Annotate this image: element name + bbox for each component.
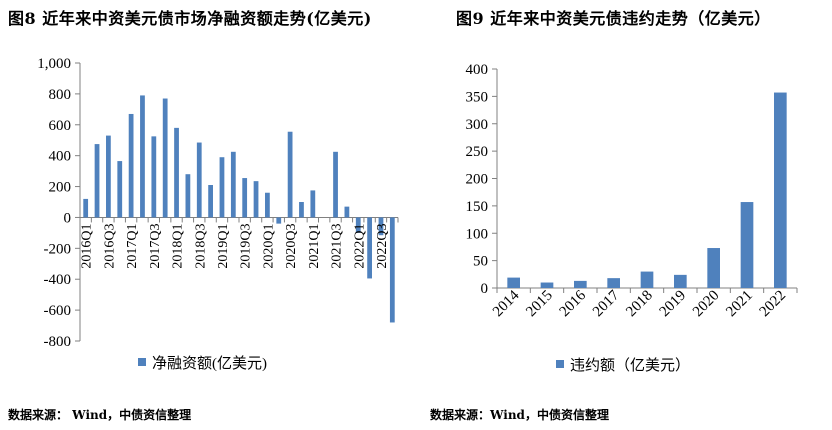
bar-2020Q3 xyxy=(287,131,293,218)
x-tick-label: 2017Q1 xyxy=(125,223,140,268)
y-tick-label: -600 xyxy=(44,303,72,319)
net-financing-chart: 1,000 800 600 400 200 0 -200 -400 -600 -800 2016Q1… xyxy=(37,56,399,372)
x-tick-label: 2016 xyxy=(557,287,590,320)
x-tick-label: 2021 xyxy=(723,288,756,321)
x-tick-label: 2022Q1 xyxy=(352,223,367,268)
bar-2022 xyxy=(774,92,787,288)
y-tick-label: 200 xyxy=(49,180,72,196)
bar-2016Q1 xyxy=(83,198,89,218)
bar-2020 xyxy=(707,248,720,288)
bar-2017Q2 xyxy=(140,95,145,218)
bar-2021 xyxy=(740,202,754,288)
bar-2016Q2 xyxy=(94,144,100,218)
bar-2021Q3 xyxy=(333,151,338,218)
x-tick-label: 2021Q1 xyxy=(307,223,322,268)
bar-2019Q1 xyxy=(219,157,225,218)
y-tick-label: 100 xyxy=(466,226,489,242)
bar-2020Q2 xyxy=(276,217,282,224)
x-tick-label: 2017 xyxy=(590,287,623,320)
bar-2018Q3 xyxy=(196,142,202,218)
data-source-right: 数据来源：Wind，中债资信整理 xyxy=(430,408,609,422)
bar-2018 xyxy=(640,271,654,288)
bar-2021Q1 xyxy=(310,190,316,218)
bar-2017 xyxy=(607,278,620,288)
y-tick-label: -800 xyxy=(44,334,72,350)
bar-2017Q3 xyxy=(151,136,157,218)
bar-2017Q1 xyxy=(128,113,134,218)
data-source-left: 数据来源： Wind，中债资信整理 xyxy=(8,408,192,422)
chart-title-net-financing: 图8 近年来中资美元债市场净融资额走势(亿美元) xyxy=(8,9,372,28)
bar-2016Q3 xyxy=(106,135,111,218)
legend-label: 净融资额(亿美元) xyxy=(152,355,267,372)
y-tick-label: 1,000 xyxy=(37,56,71,72)
x-tick-label: 2014 xyxy=(490,287,523,320)
y-tick-label: 150 xyxy=(466,199,489,215)
y-tick-label: 400 xyxy=(49,149,72,165)
y-tick-label: -200 xyxy=(44,241,72,257)
y-tick-label: 400 xyxy=(466,62,489,78)
y-tick-label: 300 xyxy=(466,117,489,133)
bar-2018Q1 xyxy=(174,127,179,218)
bar-2020Q4 xyxy=(299,202,304,218)
legend-swatch xyxy=(138,358,146,366)
y-tick-label: 0 xyxy=(64,210,72,226)
y-tick-label: 200 xyxy=(466,172,489,188)
x-tick-label: 2018Q3 xyxy=(193,223,208,268)
x-tick-label: 2019Q3 xyxy=(239,223,254,268)
y-tick-label: 600 xyxy=(49,118,72,134)
x-tick-label: 2019 xyxy=(657,288,690,321)
bar-2019Q2 xyxy=(230,151,236,218)
bar-2022Q4 xyxy=(389,217,395,323)
x-tick-label: 2020Q1 xyxy=(261,223,276,268)
bar-2022Q3 xyxy=(378,217,384,236)
bar-2016 xyxy=(574,280,587,288)
chart-title-default: 图9 近年来中资美元债违约走势（亿美元） xyxy=(456,9,771,28)
bar-2018Q4 xyxy=(208,185,213,218)
y-tick-label: 350 xyxy=(466,89,489,105)
x-tick-label: 2022 xyxy=(757,288,790,321)
bar-2019Q3 xyxy=(242,178,248,218)
x-tick-label: 2020Q3 xyxy=(284,223,299,268)
bar-2019Q4 xyxy=(253,181,259,218)
bar-2015 xyxy=(540,282,554,288)
x-tick-label: 2019Q1 xyxy=(216,223,231,268)
y-tick-label: 250 xyxy=(466,144,489,160)
legend-swatch xyxy=(556,360,564,368)
x-tick-label: 2021Q3 xyxy=(330,223,345,268)
x-tick-label: 2022Q3 xyxy=(375,223,390,268)
x-tick-label: 2017Q3 xyxy=(148,223,163,268)
bar-2022Q2 xyxy=(367,217,372,279)
bar-2019 xyxy=(674,274,687,288)
bar-2021Q4 xyxy=(344,206,350,218)
y-tick-label: 50 xyxy=(473,254,488,270)
legend-label: 违约额（亿美元） xyxy=(570,357,690,374)
bar-2017Q4 xyxy=(162,98,168,218)
x-tick-label: 2016Q3 xyxy=(102,223,117,268)
x-tick-label: 2016Q1 xyxy=(80,223,95,268)
bar-2014 xyxy=(507,277,520,288)
x-tick-label: 2015 xyxy=(523,288,556,321)
y-tick-label: 0 xyxy=(481,281,489,297)
x-tick-label: 2020 xyxy=(690,288,723,321)
y-tick-label: -400 xyxy=(44,272,72,288)
bar-2020Q1 xyxy=(265,192,270,218)
bar-2016Q4 xyxy=(117,161,123,218)
default-chart: 400 350 300 250 200 150 100 50 0 2014 2015 2016 2017… xyxy=(466,62,798,374)
bar-2018Q2 xyxy=(185,174,191,218)
y-tick-label: 800 xyxy=(49,87,72,103)
x-tick-label: 2018Q1 xyxy=(171,223,186,268)
x-tick-label: 2018 xyxy=(623,288,656,321)
bar-2022Q1 xyxy=(355,217,361,233)
